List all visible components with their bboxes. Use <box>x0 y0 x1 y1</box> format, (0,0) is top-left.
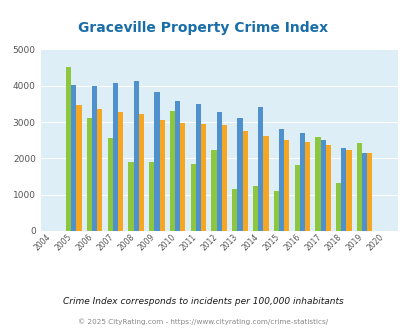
Bar <box>284 140 289 231</box>
Bar <box>304 142 309 231</box>
Bar <box>252 185 258 231</box>
Bar <box>367 153 371 231</box>
Bar <box>107 138 113 231</box>
Bar <box>159 120 164 231</box>
Bar <box>169 111 175 231</box>
Bar <box>128 162 133 231</box>
Text: Graceville Property Crime Index: Graceville Property Crime Index <box>78 21 327 35</box>
Bar <box>216 112 221 231</box>
Bar <box>87 118 92 231</box>
Bar <box>200 123 206 231</box>
Bar <box>71 85 76 231</box>
Bar <box>66 67 71 231</box>
Bar <box>113 83 118 231</box>
Bar <box>325 145 330 231</box>
Text: © 2025 CityRating.com - https://www.cityrating.com/crime-statistics/: © 2025 CityRating.com - https://www.city… <box>78 318 327 325</box>
Bar <box>149 162 154 231</box>
Bar <box>335 183 341 231</box>
Bar <box>76 105 81 231</box>
Bar <box>139 114 144 231</box>
Bar <box>237 118 242 231</box>
Bar <box>315 137 320 231</box>
Bar <box>180 123 185 231</box>
Bar <box>345 150 351 231</box>
Bar <box>92 86 97 231</box>
Bar <box>320 140 325 231</box>
Bar <box>97 109 102 231</box>
Bar <box>195 104 200 231</box>
Bar <box>341 148 345 231</box>
Bar <box>154 92 159 231</box>
Bar <box>258 107 263 231</box>
Bar <box>273 191 278 231</box>
Bar <box>211 150 216 231</box>
Bar <box>242 131 247 231</box>
Bar <box>133 81 139 231</box>
Bar <box>175 101 180 231</box>
Text: Crime Index corresponds to incidents per 100,000 inhabitants: Crime Index corresponds to incidents per… <box>62 297 343 307</box>
Bar <box>190 164 195 231</box>
Bar <box>221 125 226 231</box>
Bar <box>294 165 299 231</box>
Bar <box>361 152 367 231</box>
Bar <box>278 129 284 231</box>
Bar <box>118 112 123 231</box>
Bar <box>299 133 304 231</box>
Bar <box>263 136 268 231</box>
Bar <box>232 189 237 231</box>
Bar <box>356 143 361 231</box>
